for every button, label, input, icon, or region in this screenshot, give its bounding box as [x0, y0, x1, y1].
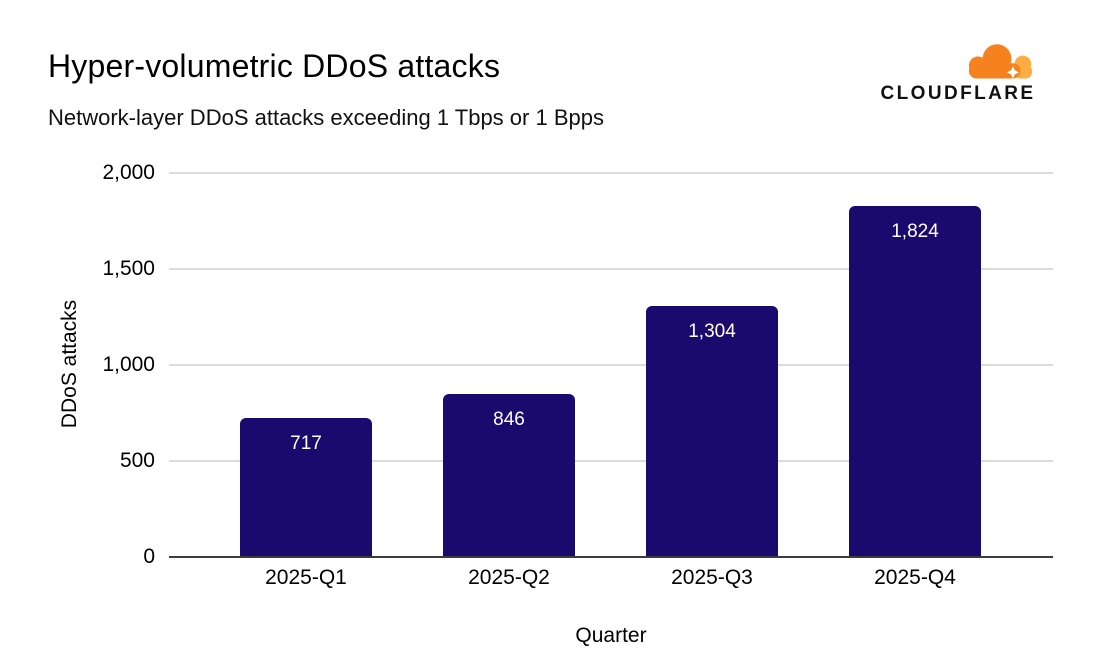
gridline [169, 268, 1053, 270]
bar-value-label: 846 [493, 408, 525, 430]
cloudflare-wordmark: CLOUDFLARE [880, 83, 1036, 104]
bar-value-label: 1,304 [688, 320, 736, 342]
gridline [169, 172, 1053, 174]
y-tick-label: 1,000 [102, 353, 155, 376]
page-title: Hyper-volumetric DDoS attacks [48, 48, 501, 84]
bar-value-label: 717 [290, 433, 322, 455]
gridline [169, 460, 1053, 462]
bar-2025-Q3: 1,304 [646, 305, 778, 556]
plot-area: 717 846 1,304 1,824 [169, 172, 1053, 558]
x-tick-label: 2025-Q1 [265, 566, 347, 589]
y-tick-label: 500 [119, 449, 155, 472]
bar-2025-Q1: 717 [240, 418, 372, 556]
x-axis-ticks: 2025-Q1 2025-Q2 2025-Q3 2025-Q4 [169, 566, 1053, 589]
page-subtitle: Network-layer DDoS attacks exceeding 1 T… [48, 105, 604, 130]
y-tick-label: 0 [143, 545, 155, 568]
cloud-spark-shape [1006, 66, 1020, 79]
cloudflare-logo: CLOUDFLARE [879, 42, 1037, 105]
bar-2025-Q2: 846 [443, 393, 575, 556]
bar-2025-Q4: 1,824 [849, 205, 981, 556]
bar-value-label: 1,824 [891, 220, 939, 242]
cloudflare-cloud-icon [968, 44, 1032, 79]
gridline [169, 364, 1053, 366]
y-axis-title: DDoS attacks [58, 299, 81, 429]
x-tick-label: 2025-Q2 [468, 566, 550, 589]
y-tick-label: 2,000 [102, 161, 155, 184]
x-tick-label: 2025-Q4 [874, 566, 956, 589]
x-axis-title: Quarter [575, 624, 647, 647]
bars: 717 846 1,304 1,824 [169, 172, 1053, 556]
cloud-front-shape [968, 44, 1021, 79]
y-tick-label: 1,500 [102, 257, 155, 280]
x-tick-label: 2025-Q3 [671, 566, 753, 589]
